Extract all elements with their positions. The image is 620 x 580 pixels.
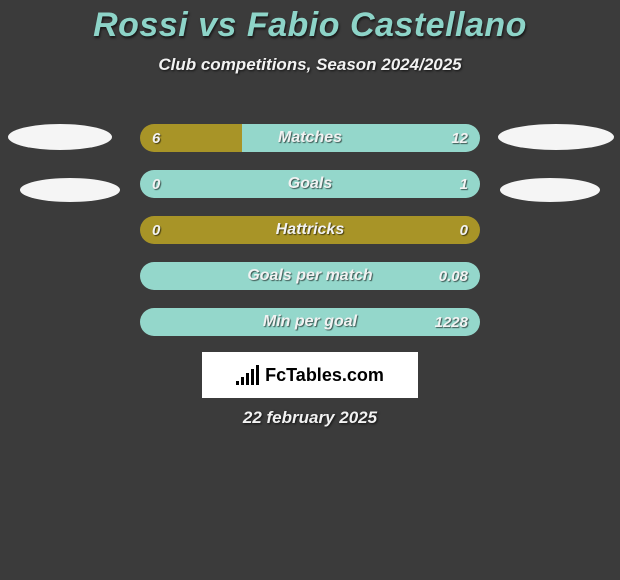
stat-bar-left xyxy=(140,216,480,244)
brand-text: FcTables.com xyxy=(265,365,384,386)
date-label: 22 february 2025 xyxy=(0,408,620,428)
brand-badge: FcTables.com xyxy=(202,352,418,398)
player-ellipse xyxy=(500,178,600,202)
stat-row: Goals01 xyxy=(140,170,480,198)
stat-bar-right xyxy=(140,262,480,290)
player-ellipse xyxy=(8,124,112,150)
stat-row: Hattricks00 xyxy=(140,216,480,244)
comparison-infographic: Rossi vs Fabio Castellano Club competiti… xyxy=(0,0,620,580)
brand-bars-icon xyxy=(236,365,259,385)
stat-rows: Matches612 Goals01 Hattricks00 Goals per ma… xyxy=(140,124,480,354)
stat-bar-right xyxy=(140,308,480,336)
player-ellipse xyxy=(20,178,120,202)
stat-row: Matches612 xyxy=(140,124,480,152)
subtitle: Club competitions, Season 2024/2025 xyxy=(0,55,620,75)
stat-bar-right xyxy=(140,170,480,198)
stat-bar-right xyxy=(242,124,480,152)
player-ellipse xyxy=(498,124,614,150)
page-title: Rossi vs Fabio Castellano xyxy=(0,0,620,45)
stat-bar-left xyxy=(140,124,242,152)
stat-row: Goals per match0.08 xyxy=(140,262,480,290)
stat-row: Min per goal1228 xyxy=(140,308,480,336)
